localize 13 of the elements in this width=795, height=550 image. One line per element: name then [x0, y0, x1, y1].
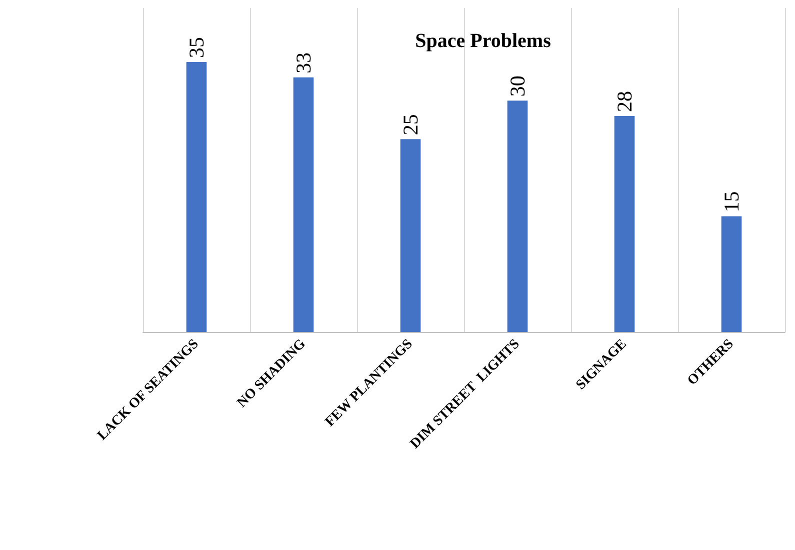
bar [721, 216, 742, 332]
bar [400, 139, 421, 332]
bar [507, 100, 528, 332]
data-label: 25 [398, 114, 422, 136]
bar [614, 116, 635, 332]
data-label: 15 [720, 191, 744, 212]
data-label: 35 [184, 37, 208, 58]
bar [186, 62, 207, 332]
data-label: 30 [506, 76, 530, 97]
chart-title: Space Problems [415, 30, 552, 52]
data-label: 33 [292, 52, 316, 74]
bar [293, 77, 314, 332]
data-label: 28 [612, 91, 636, 112]
